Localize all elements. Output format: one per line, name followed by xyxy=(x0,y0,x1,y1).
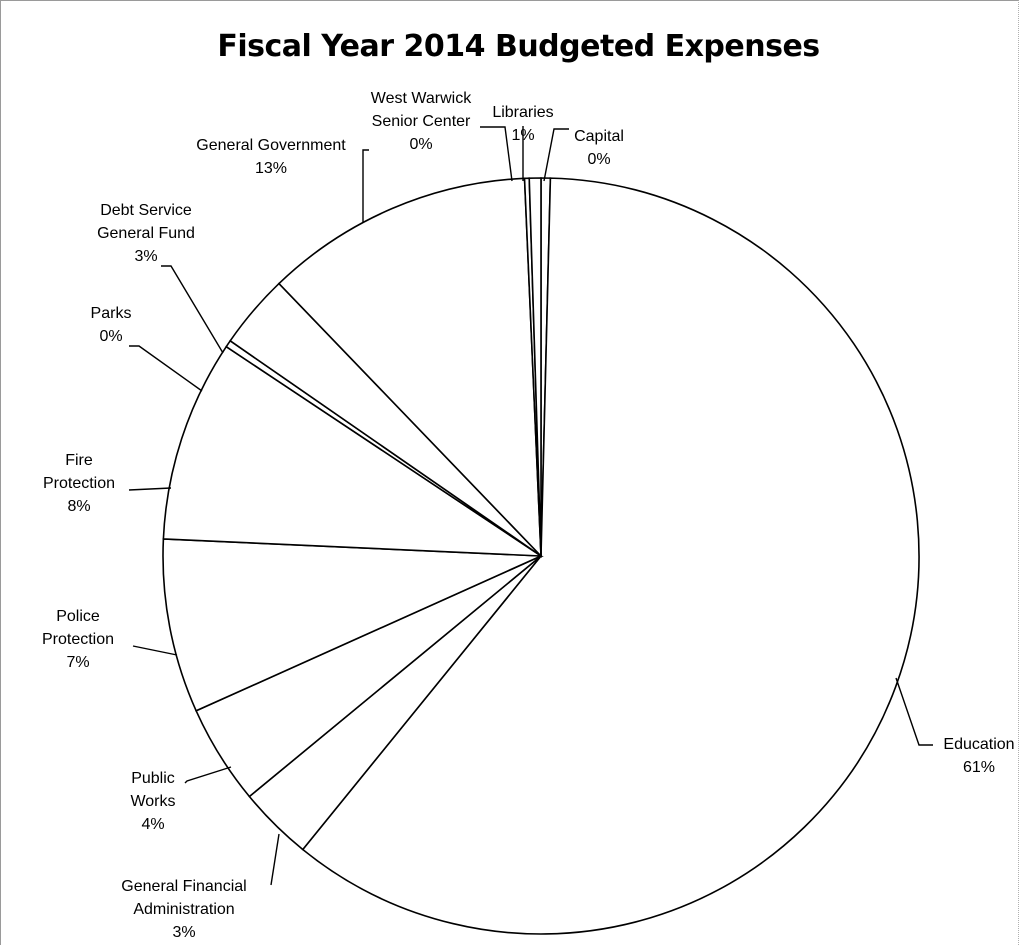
slice-name: Protection xyxy=(42,631,114,648)
leader-line-general-financial-administration xyxy=(270,833,280,886)
slice-name: General Financial xyxy=(121,878,246,895)
leader-line-police-protection xyxy=(132,645,178,656)
slice-label-police-protection: Police Protection 7% xyxy=(42,608,114,671)
slice-label-capital: Capital 0% xyxy=(574,128,624,168)
leader-line-debt-service-general-fund xyxy=(161,265,224,354)
pie-slice-libraries xyxy=(528,177,542,557)
slice-name: General Fund xyxy=(97,225,195,242)
leader-line-education xyxy=(895,677,933,746)
slice-name: Education xyxy=(943,736,1014,753)
leader-line-fire-protection xyxy=(128,487,172,491)
slice-name: Works xyxy=(130,793,175,810)
slice-name: Senior Center xyxy=(372,113,471,130)
slice-percent: 0% xyxy=(409,136,432,153)
slice-name: West Warwick xyxy=(371,90,472,107)
leader-line-public-works xyxy=(184,766,232,784)
slice-label-general-financial-administration: General Financial Administration 3% xyxy=(121,878,246,941)
slice-name: Administration xyxy=(133,901,234,918)
slice-label-west-warwick-senior-center: West Warwick Senior Center 0% xyxy=(371,90,472,153)
slice-percent: 61% xyxy=(963,759,995,776)
pie-slice-fire-protection xyxy=(162,345,544,557)
slice-name: Debt Service xyxy=(100,202,192,219)
slice-percent: 4% xyxy=(141,816,164,833)
slice-percent: 1% xyxy=(511,127,534,144)
slice-name: Libraries xyxy=(492,104,553,121)
leader-line-general-government xyxy=(362,149,369,223)
slice-name: Police xyxy=(56,608,100,625)
slice-percent: 7% xyxy=(66,654,89,671)
pie-slice-education xyxy=(301,177,920,935)
slice-label-libraries: Libraries 1% xyxy=(492,104,553,144)
slice-name: Parks xyxy=(91,305,132,322)
leader-line-parks xyxy=(129,345,203,392)
slice-label-debt-service-general-fund: Debt Service General Fund 3% xyxy=(97,202,195,265)
slice-label-education: Education 61% xyxy=(943,736,1014,776)
leader-line-west-warwick-senior-center xyxy=(480,126,513,182)
slice-name: Fire xyxy=(65,452,93,469)
slice-label-public-works: Public Works 4% xyxy=(130,770,175,833)
slice-name: Public xyxy=(131,770,175,787)
slice-percent: 0% xyxy=(99,328,122,345)
pie-slice-police-protection xyxy=(162,538,542,712)
slice-name: Capital xyxy=(574,128,624,145)
slice-percent: 3% xyxy=(134,248,157,265)
slice-percent: 3% xyxy=(172,924,195,941)
chart-title: Fiscal Year 2014 Budgeted Expenses xyxy=(217,29,820,64)
slice-percent: 0% xyxy=(587,151,610,168)
slice-percent: 8% xyxy=(67,498,90,515)
slice-name: General Government xyxy=(196,137,346,154)
slice-percent: 13% xyxy=(255,160,287,177)
slice-label-fire-protection: Fire Protection 8% xyxy=(43,452,115,515)
slice-name: Protection xyxy=(43,475,115,492)
slice-label-parks: Parks 0% xyxy=(91,305,132,345)
slice-label-general-government: General Government 13% xyxy=(196,137,346,177)
leader-line-capital xyxy=(543,128,569,182)
pie-slice-general-government xyxy=(277,177,542,559)
